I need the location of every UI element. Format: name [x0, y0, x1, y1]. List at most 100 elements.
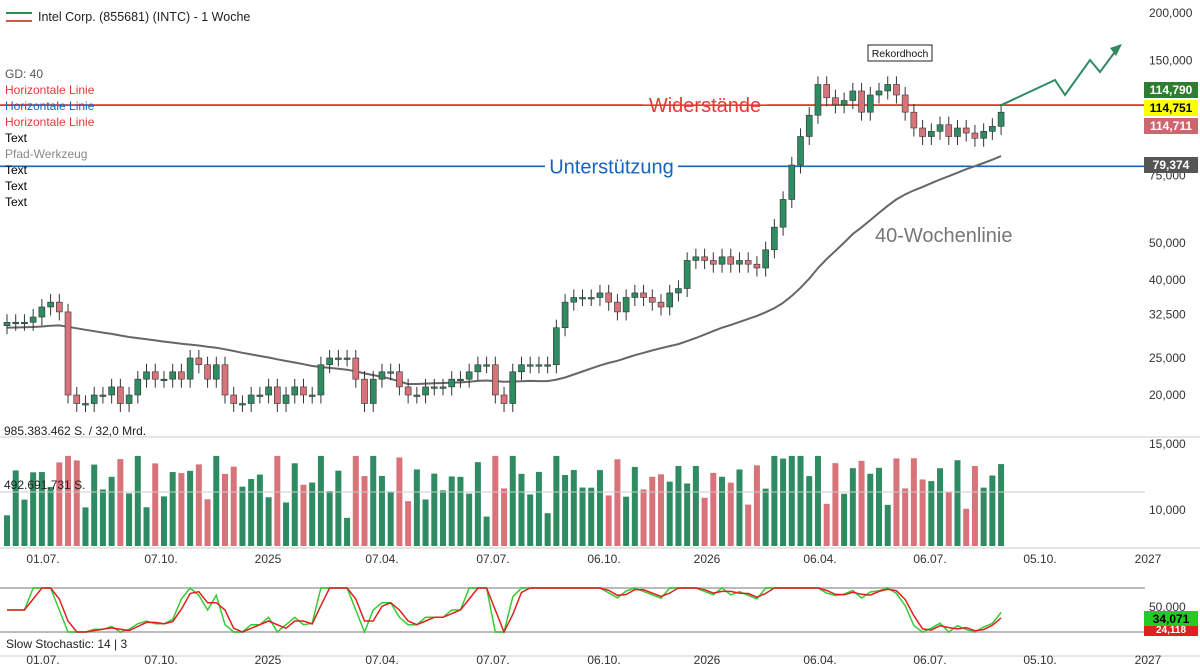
volume-bar: [370, 455, 377, 546]
volume-bar: [675, 466, 682, 546]
volume-bar: [335, 470, 342, 546]
candle-body: [195, 357, 203, 366]
volume-bar: [753, 465, 760, 546]
stoch-d-line: [7, 587, 1002, 634]
candle-body: [526, 364, 534, 367]
candle-body: [561, 301, 569, 329]
volume-bar: [466, 493, 473, 546]
candle-body: [840, 100, 848, 106]
horizontal-line-label: Unterstützung: [549, 156, 674, 178]
chart-title: Intel Corp. (855681) (INTC) - 1 Woche: [38, 10, 251, 24]
volume-bar: [169, 472, 176, 546]
volume-bar: [788, 455, 795, 546]
candle-body: [553, 327, 560, 366]
volume-bar: [134, 455, 141, 546]
drawing-item-text-4[interactable]: Text: [5, 195, 28, 209]
volume-bar: [143, 507, 150, 546]
x-tick-label: 2027: [1135, 653, 1162, 667]
volume-bar: [291, 463, 298, 546]
candle-body: [90, 394, 98, 404]
drawing-item-ma[interactable]: GD: 40: [5, 67, 44, 81]
volume-bar: [230, 466, 237, 546]
drawing-item-hline-red[interactable]: Horizontale Linie: [5, 83, 95, 97]
candle-body: [570, 297, 578, 303]
volume-bar: [919, 479, 926, 546]
volume-bar: [666, 481, 673, 546]
drawing-item-text-2[interactable]: Text: [5, 163, 28, 177]
volume-y-tick: 10,000: [1149, 503, 1186, 517]
volume-bar: [858, 460, 865, 546]
y-tick-label: 32,500: [1149, 307, 1186, 321]
candle-body: [657, 301, 665, 308]
volume-mid-label: 492.691.731 S.: [4, 478, 86, 492]
volume-bar: [640, 489, 647, 546]
volume-bar: [248, 479, 255, 546]
drawing-tools-list: GD: 40 Horizontale Linie Horizontale Lin…: [5, 66, 94, 210]
candle-body: [797, 136, 804, 166]
volume-bar: [73, 460, 80, 546]
x-tick-label: 2025: [255, 653, 282, 667]
volume-bar: [65, 455, 72, 546]
volume-bar: [684, 483, 691, 546]
drawing-item-text[interactable]: Text: [5, 131, 28, 145]
volume-bar: [344, 517, 351, 546]
candle-body: [274, 386, 281, 404]
volume-bar: [483, 516, 490, 546]
volume-bar: [501, 488, 508, 546]
candle-body: [483, 364, 490, 367]
candle-body: [945, 124, 953, 137]
volume-bar: [474, 462, 481, 546]
x-tick-label: 07.07.: [476, 552, 509, 566]
volume-bar: [562, 475, 569, 546]
candle-body: [753, 263, 761, 269]
candle-body: [291, 386, 299, 396]
volume-bar: [719, 476, 726, 546]
volume-bar: [544, 513, 551, 546]
drawing-item-hline-red-2[interactable]: Horizontale Linie: [5, 115, 95, 129]
volume-bar: [701, 497, 708, 546]
volume-bar: [954, 460, 961, 546]
candle-body: [989, 126, 996, 132]
drawing-item-path[interactable]: Pfad-Werkzeug: [5, 147, 88, 161]
volume-bar: [989, 475, 996, 546]
volume-bar: [884, 504, 891, 546]
volume-bar: [239, 486, 246, 546]
volume-bar: [841, 493, 848, 546]
volume-bar: [980, 487, 987, 546]
record-high-box: [867, 44, 933, 62]
volume-y-tick: 15,000: [1149, 437, 1186, 451]
candle-body: [108, 386, 115, 396]
x-tick-label: 06.04.: [803, 653, 836, 667]
candle-body: [38, 306, 46, 318]
volume-bar: [108, 476, 115, 546]
record-high-label: Rekordhoch: [872, 48, 929, 60]
candle-body: [413, 394, 421, 397]
volume-bar: [937, 468, 944, 546]
chart-legend[interactable]: Intel Corp. (855681) (INTC) - 1 Woche: [6, 10, 250, 24]
volume-bar: [527, 494, 534, 546]
candle-body: [631, 292, 639, 298]
candle-body: [378, 371, 386, 380]
candle-body: [12, 321, 20, 325]
x-tick-label: 06.04.: [803, 552, 836, 566]
volume-bar: [431, 473, 438, 546]
volume-bar: [902, 488, 909, 546]
candle-body: [928, 131, 935, 137]
candle-body: [221, 364, 229, 396]
volume-bar: [152, 463, 159, 546]
volume-bar: [945, 491, 952, 546]
volume-bar: [4, 515, 10, 546]
drawing-item-text-3[interactable]: Text: [5, 179, 28, 193]
candle-body: [518, 364, 525, 373]
volume-bar: [745, 504, 752, 546]
volume-bar: [160, 496, 167, 546]
candle-body: [744, 260, 752, 265]
volume-bar: [222, 473, 228, 546]
drawing-item-hline-blue[interactable]: Horizontale Linie: [5, 99, 95, 113]
candle-body: [936, 124, 944, 132]
volume-bar: [396, 457, 403, 546]
candle-body: [300, 386, 307, 396]
candle-body: [21, 321, 28, 325]
y-tick-label: 40,000: [1149, 273, 1186, 287]
